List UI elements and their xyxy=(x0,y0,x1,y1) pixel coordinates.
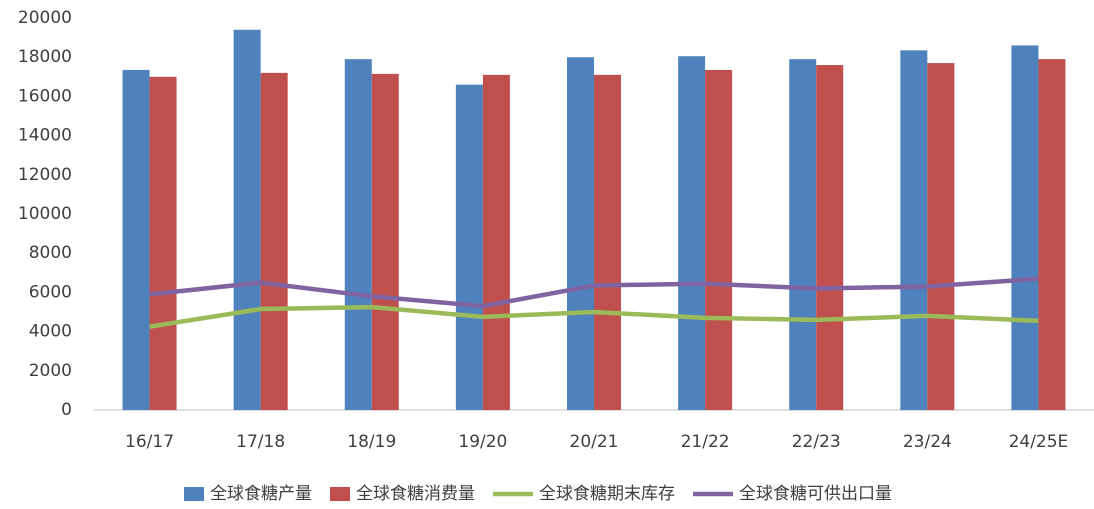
y-tick-label: 16000 xyxy=(18,86,72,106)
legend-swatch xyxy=(330,487,350,501)
x-tick-label: 17/18 xyxy=(236,432,285,452)
y-tick-label: 12000 xyxy=(18,165,72,185)
y-tick-label: 10000 xyxy=(18,204,72,224)
bar xyxy=(816,65,844,410)
x-tick-label: 20/21 xyxy=(570,432,619,452)
y-tick-label: 14000 xyxy=(18,126,72,146)
y-tick-label: 18000 xyxy=(18,47,72,67)
bar xyxy=(567,57,594,410)
bar xyxy=(927,63,955,411)
bar xyxy=(900,50,928,411)
x-tick-label: 21/22 xyxy=(681,432,730,452)
y-tick-label: 20000 xyxy=(18,8,72,28)
bar xyxy=(482,74,510,410)
legend-label: 全球食糖消费量 xyxy=(356,484,475,504)
x-tick-label: 24/25E xyxy=(1009,432,1069,452)
line xyxy=(149,276,1039,309)
bar xyxy=(455,84,483,410)
bar xyxy=(149,76,177,411)
bar xyxy=(1038,59,1066,410)
bar xyxy=(594,74,621,410)
bar xyxy=(344,59,372,410)
x-tick-label: 19/20 xyxy=(458,432,507,452)
legend-swatch xyxy=(184,487,204,501)
x-tick-label: 18/19 xyxy=(347,432,396,452)
y-tick-label: 0 xyxy=(61,400,72,420)
line xyxy=(149,304,1039,329)
y-tick-label: 4000 xyxy=(29,322,72,342)
legend-label: 全球食糖产量 xyxy=(210,484,312,504)
bar xyxy=(789,59,817,410)
bar xyxy=(705,69,733,410)
bar xyxy=(233,29,261,410)
legend-label: 全球食糖可供出口量 xyxy=(739,484,892,504)
x-tick-label: 16/17 xyxy=(125,432,174,452)
bar xyxy=(122,69,150,410)
x-tick-label: 22/23 xyxy=(792,432,841,452)
x-tick-label: 23/24 xyxy=(903,432,952,452)
y-tick-label: 2000 xyxy=(29,361,72,381)
y-tick-label: 8000 xyxy=(29,243,72,263)
y-tick-label: 6000 xyxy=(29,282,72,302)
bar xyxy=(1011,45,1039,410)
bar xyxy=(260,72,288,410)
legend-label: 全球食糖期末库存 xyxy=(539,484,675,504)
bar xyxy=(371,73,399,411)
bar xyxy=(678,56,706,410)
